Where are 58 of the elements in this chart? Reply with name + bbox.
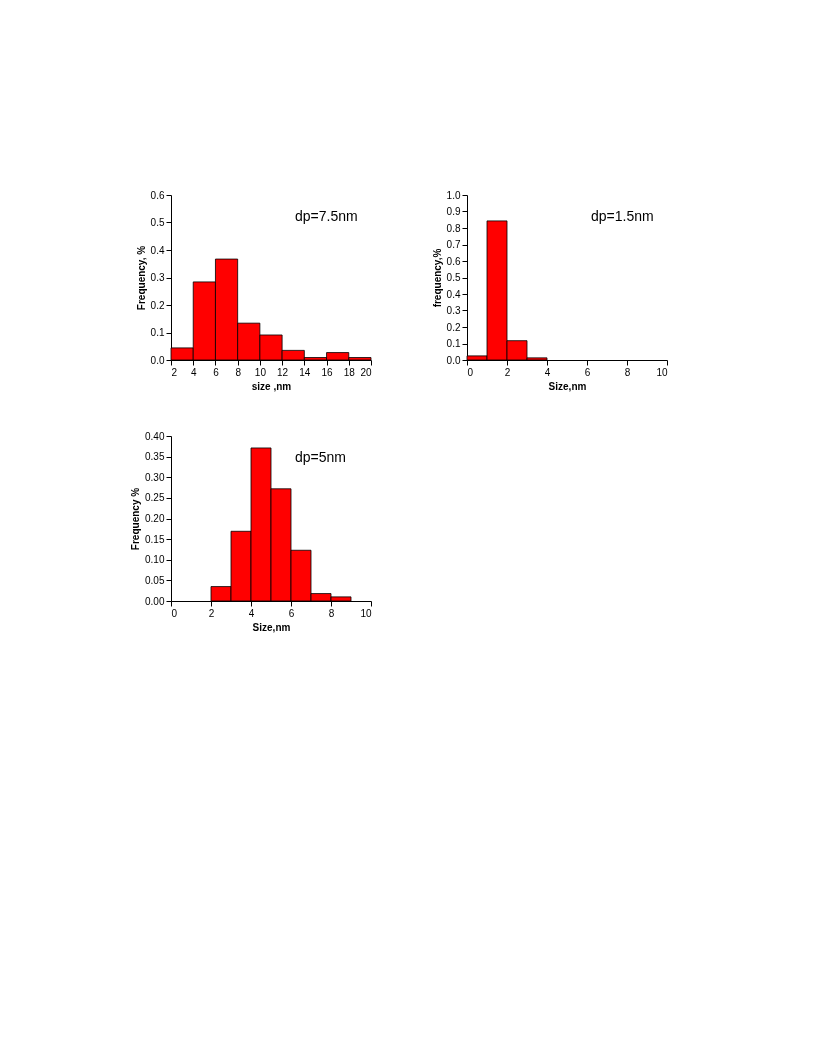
x-tick-label: 0: [171, 607, 178, 619]
x-tick-label: 2: [504, 366, 511, 378]
y-tick-label: 1.0: [446, 189, 461, 201]
x-tick-label: 16: [321, 366, 334, 378]
annotation: dp=5nm: [295, 449, 346, 465]
x-axis-title: Size,nm: [252, 621, 291, 633]
y-tick-label: 0.1: [446, 338, 461, 349]
x-tick-label: 6: [584, 366, 591, 378]
x-tick-label: 2: [171, 366, 178, 378]
y-tick-label: 0.5: [150, 217, 165, 228]
x-tick-label: 10: [656, 366, 668, 378]
y-tick-label: 0.30: [145, 471, 165, 483]
y-tick-label: 0.15: [145, 533, 165, 545]
y-tick-label: 0.40: [145, 430, 165, 442]
y-tick-label: 0.4: [446, 288, 461, 300]
y-tick-label: 0.9: [446, 206, 461, 217]
y-tick-label: 0.2: [150, 299, 165, 311]
y-tick-label: 0.3: [446, 305, 461, 316]
x-tick-label: 4: [248, 607, 255, 619]
y-tick-label: 0.0: [446, 354, 461, 366]
y-tick-label: 0.0: [150, 354, 165, 366]
y-tick-label: 0.10: [145, 554, 165, 566]
y-tick-label: 0.00: [145, 595, 165, 607]
y-tick-label: 0.05: [145, 574, 165, 586]
y-tick-label: 0.6: [446, 255, 461, 267]
y-tick-label: 0.35: [145, 451, 165, 463]
x-tick-label: 8: [328, 607, 335, 619]
x-tick-label: 10: [360, 607, 372, 619]
x-tick-label: 8: [624, 366, 631, 378]
y-tick-label: 0.5: [446, 272, 461, 283]
y-tick-label: 0.3: [150, 272, 165, 283]
x-tick-label: 6: [213, 366, 220, 378]
x-tick-label: 2: [208, 607, 215, 619]
y-tick-label: 0.1: [150, 327, 165, 338]
y-tick-label: 0.2: [446, 321, 461, 333]
annotation: dp=1.5nm: [591, 208, 654, 224]
x-tick-label: 20: [360, 366, 372, 378]
y-tick-label: 0.8: [446, 222, 461, 234]
y-tick-label: 0.25: [145, 492, 165, 504]
x-tick-label: 0: [467, 366, 474, 378]
x-tick-label: 12: [277, 366, 289, 378]
annotation: dp=7.5nm: [295, 208, 358, 224]
x-tick-label: 18: [343, 366, 356, 378]
y-tick-label: 0.4: [150, 244, 165, 256]
y-axis-title: Frequency %: [130, 487, 142, 551]
x-tick-label: 10: [254, 366, 267, 378]
x-tick-label: 4: [190, 366, 197, 378]
x-tick-label: 4: [544, 366, 551, 378]
y-axis-title: Frequency, %: [135, 245, 147, 311]
x-tick-label: 14: [299, 366, 311, 378]
y-axis-title: frequency,%: [431, 248, 443, 308]
x-tick-label: 6: [288, 607, 295, 619]
x-axis-title: size ,nm: [251, 380, 292, 392]
x-axis-title: Size,nm: [548, 380, 587, 392]
y-tick-label: 0.6: [150, 189, 165, 201]
y-tick-label: 0.20: [145, 513, 165, 524]
y-tick-label: 0.7: [446, 239, 461, 250]
x-tick-label: 8: [235, 366, 242, 378]
